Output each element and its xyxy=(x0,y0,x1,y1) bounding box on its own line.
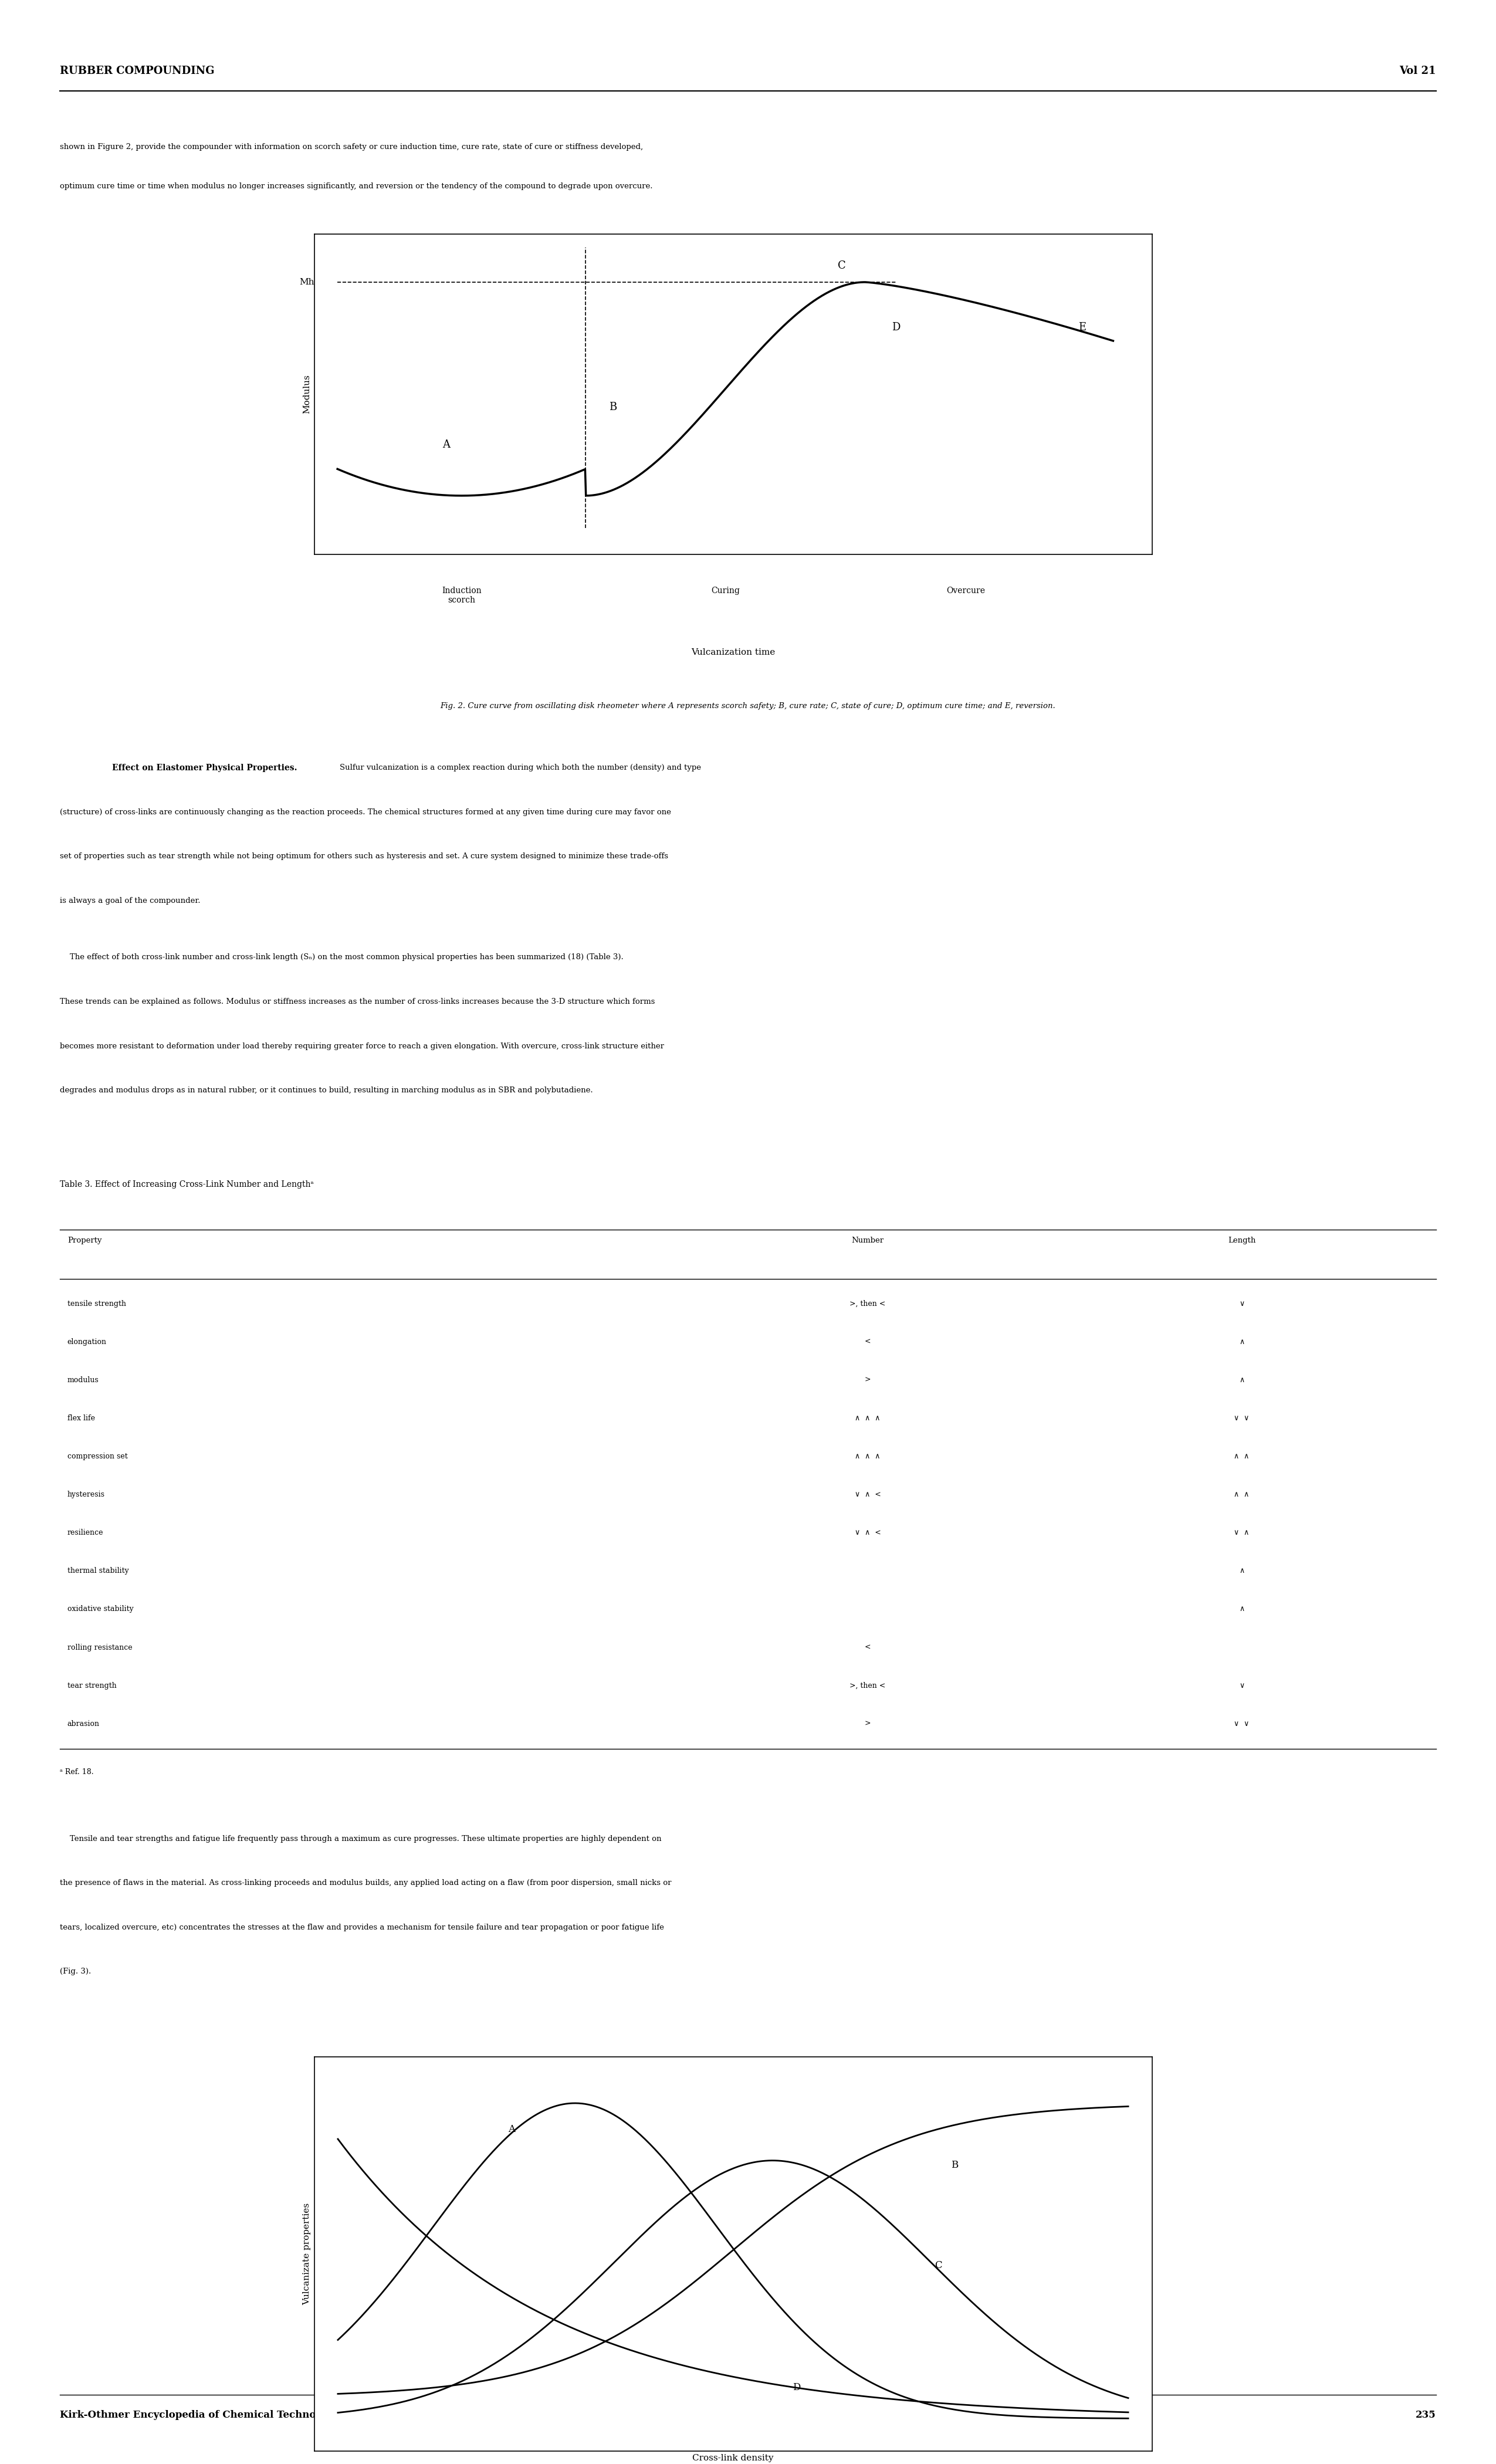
Text: B: B xyxy=(951,2161,957,2171)
Text: ∧  ∧: ∧ ∧ xyxy=(1234,1491,1249,1498)
X-axis label: Cross-link density: Cross-link density xyxy=(693,2454,773,2462)
Text: These trends can be explained as follows. Modulus or stiffness increases as the : These trends can be explained as follows… xyxy=(60,998,655,1005)
Text: compression set: compression set xyxy=(67,1454,127,1461)
Text: flex life: flex life xyxy=(67,1414,94,1422)
Text: the presence of flaws in the material. As cross-linking proceeds and modulus bui: the presence of flaws in the material. A… xyxy=(60,1880,672,1887)
Text: ∧: ∧ xyxy=(1239,1377,1245,1385)
Text: ∨: ∨ xyxy=(1239,1301,1245,1308)
Text: Length: Length xyxy=(1228,1237,1255,1244)
Text: ∨  ∨: ∨ ∨ xyxy=(1234,1414,1249,1422)
Text: ∨  ∧: ∨ ∧ xyxy=(1234,1530,1249,1538)
Text: 235: 235 xyxy=(1415,2410,1436,2420)
Text: becomes more resistant to deformation under load thereby requiring greater force: becomes more resistant to deformation un… xyxy=(60,1042,664,1050)
Text: ∧: ∧ xyxy=(1239,1338,1245,1345)
Text: ∧: ∧ xyxy=(1239,1607,1245,1614)
Text: A: A xyxy=(509,2124,515,2134)
Text: Property: Property xyxy=(67,1237,102,1244)
Y-axis label: Vulcanizate properties: Vulcanizate properties xyxy=(302,2203,311,2304)
Text: (structure) of cross-links are continuously changing as the reaction proceeds. T: (structure) of cross-links are continuou… xyxy=(60,808,672,816)
Text: Table 3. Effect of Increasing Cross-Link Number and Lengthᵃ: Table 3. Effect of Increasing Cross-Link… xyxy=(60,1180,314,1188)
Text: rolling resistance: rolling resistance xyxy=(67,1643,132,1651)
Text: RUBBER COMPOUNDING: RUBBER COMPOUNDING xyxy=(60,67,214,76)
Text: Overcure: Overcure xyxy=(947,586,984,594)
Text: (Fig. 3).: (Fig. 3). xyxy=(60,1969,91,1976)
Text: tensile strength: tensile strength xyxy=(67,1301,126,1308)
Text: C: C xyxy=(838,261,845,271)
Text: A: A xyxy=(443,439,450,451)
Text: >, then <: >, then < xyxy=(850,1683,886,1690)
Text: Fig. 2. Cure curve from oscillating disk rheometer where A represents scorch saf: Fig. 2. Cure curve from oscillating disk… xyxy=(440,702,1056,710)
Text: The effect of both cross-link number and cross-link length (Sₙ) on the most comm: The effect of both cross-link number and… xyxy=(60,954,624,961)
Text: tears, localized overcure, etc) concentrates the stresses at the flaw and provid: tears, localized overcure, etc) concentr… xyxy=(60,1924,664,1932)
Text: <: < xyxy=(865,1643,871,1651)
Text: set of properties such as tear strength while not being optimum for others such : set of properties such as tear strength … xyxy=(60,853,669,860)
Text: >: > xyxy=(865,1720,871,1727)
Text: ∧: ∧ xyxy=(1239,1567,1245,1574)
Text: hysteresis: hysteresis xyxy=(67,1491,105,1498)
Text: degrades and modulus drops as in natural rubber, or it continues to build, resul: degrades and modulus drops as in natural… xyxy=(60,1087,592,1094)
Text: >: > xyxy=(865,1377,871,1385)
Text: ∨  ∧  <: ∨ ∧ < xyxy=(854,1530,881,1538)
Text: ∧  ∧  ∧: ∧ ∧ ∧ xyxy=(854,1454,881,1461)
Text: Tensile and tear strengths and fatigue life frequently pass through a maximum as: Tensile and tear strengths and fatigue l… xyxy=(60,1836,661,1843)
Text: ∨  ∨: ∨ ∨ xyxy=(1234,1720,1249,1727)
Text: Vol 21: Vol 21 xyxy=(1399,67,1436,76)
Text: Kirk-Othmer Encyclopedia of Chemical Technology (4th Edition): Kirk-Othmer Encyclopedia of Chemical Tec… xyxy=(60,2410,413,2420)
Text: shown in Figure 2, provide the compounder with information on scorch safety or c: shown in Figure 2, provide the compounde… xyxy=(60,143,643,150)
Text: elongation: elongation xyxy=(67,1338,106,1345)
Text: is always a goal of the compounder.: is always a goal of the compounder. xyxy=(60,897,200,904)
Text: thermal stability: thermal stability xyxy=(67,1567,129,1574)
Text: Mh: Mh xyxy=(299,278,314,286)
Text: optimum cure time or time when modulus no longer increases significantly, and re: optimum cure time or time when modulus n… xyxy=(60,182,652,190)
Text: D: D xyxy=(793,2383,800,2393)
Text: tear strength: tear strength xyxy=(67,1683,117,1690)
Text: ᵃ Ref. 18.: ᵃ Ref. 18. xyxy=(60,1769,94,1777)
Text: Vulcanization time: Vulcanization time xyxy=(691,648,775,655)
Text: ∧  ∧  ∧: ∧ ∧ ∧ xyxy=(854,1414,881,1422)
Text: ∨: ∨ xyxy=(1239,1683,1245,1690)
Text: Effect on Elastomer Physical Properties.: Effect on Elastomer Physical Properties. xyxy=(112,764,298,771)
Text: >, then <: >, then < xyxy=(850,1301,886,1308)
Text: Sulfur vulcanization is a complex reaction during which both the number (density: Sulfur vulcanization is a complex reacti… xyxy=(340,764,702,771)
Text: C: C xyxy=(935,2259,942,2269)
Text: D: D xyxy=(892,323,901,333)
Text: Number: Number xyxy=(851,1237,884,1244)
Text: resilience: resilience xyxy=(67,1530,103,1538)
Text: Induction
scorch: Induction scorch xyxy=(441,586,482,604)
Text: ∧  ∧: ∧ ∧ xyxy=(1234,1454,1249,1461)
Text: <: < xyxy=(865,1338,871,1345)
Text: ∨  ∧  <: ∨ ∧ < xyxy=(854,1491,881,1498)
Text: Curing: Curing xyxy=(711,586,739,594)
Text: oxidative stability: oxidative stability xyxy=(67,1607,133,1614)
Y-axis label: Modulus: Modulus xyxy=(302,375,311,414)
Text: modulus: modulus xyxy=(67,1377,99,1385)
Text: abrasion: abrasion xyxy=(67,1720,100,1727)
Text: E: E xyxy=(1079,323,1086,333)
Text: B: B xyxy=(609,402,616,411)
